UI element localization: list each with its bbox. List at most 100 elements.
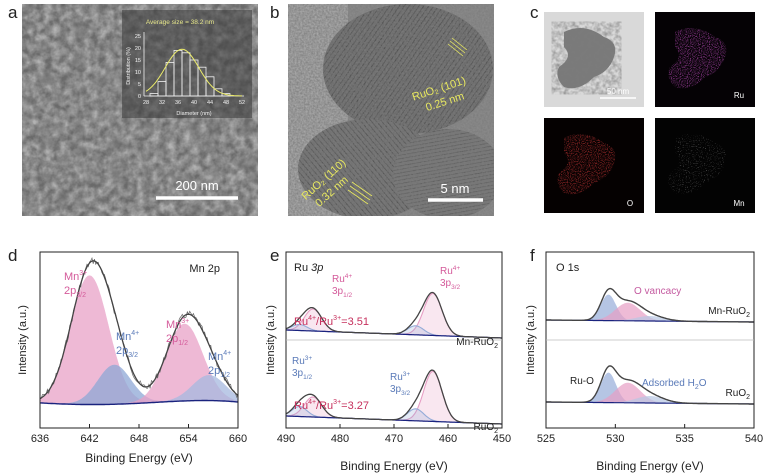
e-fit-envelope [285,291,502,339]
d-p2-sub: 3/2 [128,352,138,359]
inset-ytick: 15 [135,58,141,64]
d-p1-ion: Mn [64,271,79,283]
svg-text:RuO2: RuO2 [474,422,499,435]
d-p2-ox: 4+ [131,330,139,337]
svg-text:2p1/2: 2p1/2 [166,333,188,347]
e-top-l-sub: 1/2 [343,292,352,299]
hist-bar [205,76,215,97]
inset-ytick: 25 [135,34,141,40]
inset-ytick: 5 [138,82,141,88]
f-peak-fill [546,372,754,404]
f-ylabel: Intensity (a.u.) [525,305,537,375]
inset-xtick: 44 [207,100,213,106]
hist-bar [213,88,223,97]
sem-scale-bar: 200 nm [175,178,218,193]
e-r2-b-ox: 3+ [333,399,341,406]
eds-scale-bar: 50 nm [607,87,630,96]
svg-text:3p3/2: 3p3/2 [390,384,411,397]
f-s1-sub: 2 [746,312,750,319]
inset-xlabel: Diameter (nm) [176,111,211,117]
panel-label-c: c [530,3,539,22]
f-fit-envelope [546,365,754,405]
tem-scale-bar: 5 nm [441,181,470,196]
panel-label-b: b [270,3,280,22]
e-s2-main: RuO [474,422,495,433]
e-top-r-orb: 3p [440,278,452,289]
inset-xtick: 28 [143,100,149,106]
svg-text:Ru4+/Ru3+=3.27: Ru4+/Ru3+=3.27 [294,399,369,412]
e-xtick-label: 460 [439,433,457,445]
f-xtick-label: 530 [606,433,624,445]
svg-text:Mn4+: Mn4+ [116,330,139,343]
f-ovac: O vancacy [634,286,681,297]
d-xtick-label: 660 [229,433,247,445]
svg-text:RuO2: RuO2 [726,388,751,401]
e-title-orb: 3p [311,262,323,274]
e-bot-l-sub: 1/2 [303,374,312,381]
e-fit-envelope [285,369,502,425]
d-p4-ion: Mn [208,351,223,363]
inset-ytick: 0 [138,94,141,100]
inset-xtick: 36 [175,100,181,106]
d-p1-sub: 3/2 [76,292,86,299]
f-s2-main: RuO [726,388,747,399]
eds-map-o: O [544,118,644,213]
inset-xtick: 52 [239,100,245,106]
f-fit-envelope [546,287,754,323]
xps-mn2p-chart: 636 642 648 654 660 Mn 2p Mn3+ 2p3/2 Mn4+ 2p… [0,244,262,476]
svg-text:Ru4+: Ru4+ [440,265,460,277]
inset-ytick: 10 [135,70,141,76]
panel-label-e: e [270,246,280,265]
svg-text:Ru3+: Ru3+ [390,371,410,383]
d-p1-ox: 3+ [79,270,87,277]
d-p3-orb: 2p [166,333,178,345]
svg-text:2p1/2: 2p1/2 [208,365,230,379]
d-title: Mn 2p [189,263,220,275]
panel-label-a: a [8,3,18,22]
svg-text:Mn-RuO2: Mn-RuO2 [456,337,498,350]
svg-text:Mn3+: Mn3+ [64,270,87,283]
e-bot-l-ion: Ru [292,356,305,367]
d-p2-orb: 2p [116,345,128,357]
e-bot-l-ox: 3+ [305,355,313,362]
e-top-l-orb: 3p [332,286,344,297]
e-top-l-ion: Ru [332,274,345,285]
panel-label-d: d [8,246,18,265]
svg-text:Ru4+: Ru4+ [332,273,352,285]
svg-text:2p3/2: 2p3/2 [116,345,138,359]
f-xtick-label: 525 [537,433,555,445]
svg-text:3p1/2: 3p1/2 [292,368,313,381]
d-p4-ox: 4+ [223,350,231,357]
e-bot-r-sub: 3/2 [401,390,410,397]
e-top-r-sub: 3/2 [451,284,460,291]
inset-xtick: 32 [159,100,165,106]
f-peak-fill [546,294,754,322]
e-xtick-label: 450 [493,433,511,445]
e-r2-a-ox: 4+ [308,399,316,406]
d-p2-ion: Mn [116,331,131,343]
svg-text:Mn-RuO2: Mn-RuO2 [708,306,750,319]
f-peak-fill [546,396,754,404]
tem-image: RuO₂ (101) 0.25 nm RuO₂ (110) 0.32 nm 5 … [288,4,494,216]
f-ruo: Ru-O [570,376,594,387]
eds-label-ru: Ru [734,91,744,100]
e-s1-main: Mn-RuO [456,337,494,348]
size-histogram-inset: Average size = 38.2 nm Distribution (%) … [122,10,252,118]
e-title-ion: Ru [294,262,308,274]
inset-ylabel: Distribution (%) [126,47,132,85]
f-peak-fill [546,316,754,322]
tem-overview: 50 nm [544,12,644,107]
f-ads-main: Adsorbed H [642,378,695,389]
e-top-r-ion: Ru [440,266,453,277]
e-r1-val: =3.51 [341,316,369,328]
e-s1-sub: 2 [494,343,498,350]
e-xtick-label: 480 [331,433,349,445]
d-ylabel: Intensity (a.u.) [17,305,29,375]
e-xtick-label: 490 [277,433,295,445]
svg-text:Mn4+: Mn4+ [208,350,231,363]
f-xtick-label: 540 [745,433,763,445]
e-top-l-ox: 4+ [345,273,353,280]
svg-text:Ru3+: Ru3+ [292,355,312,367]
d-p4-sub: 1/2 [220,372,230,379]
eds-label-mn: Mn [733,199,744,208]
